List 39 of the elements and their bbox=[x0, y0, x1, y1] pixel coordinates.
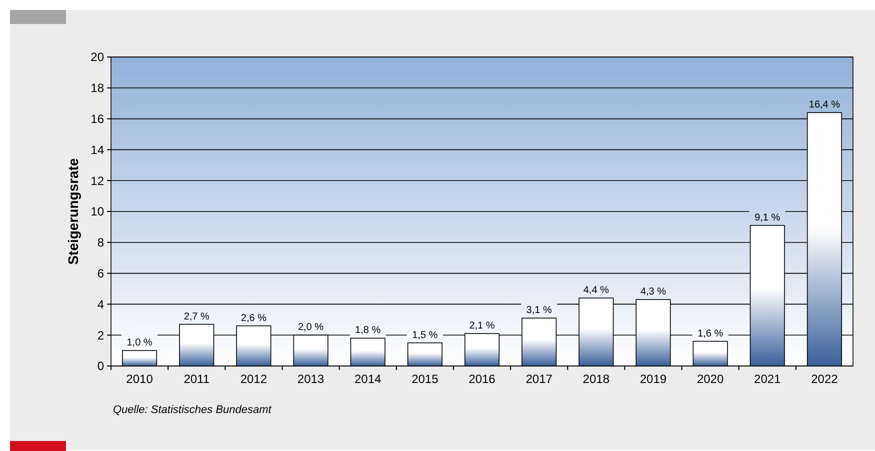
y-tick-label: 8 bbox=[97, 236, 104, 250]
data-label: 2,1 % bbox=[469, 320, 495, 332]
y-tick-label: 14 bbox=[90, 142, 104, 157]
data-label: 1,5 % bbox=[412, 330, 438, 341]
x-tick-label: 2010 bbox=[126, 372, 154, 386]
data-label: 1,0 % bbox=[126, 338, 152, 349]
x-tick-label: 2013 bbox=[297, 372, 324, 386]
data-label: 9,1 % bbox=[754, 212, 780, 224]
x-tick-label: 2014 bbox=[354, 372, 382, 386]
data-label: 1,6 % bbox=[698, 328, 724, 340]
data-label: 3,1 % bbox=[526, 305, 552, 316]
data-label: 16,4 % bbox=[808, 100, 840, 111]
data-label: 1,8 % bbox=[355, 325, 381, 336]
data-label: 2,6 % bbox=[240, 312, 267, 324]
y-tick-label: 6 bbox=[97, 266, 104, 280]
x-tick-label: 2017 bbox=[526, 372, 553, 386]
x-tick-label: 2011 bbox=[184, 372, 210, 386]
y-tick-label: 4 bbox=[97, 297, 104, 312]
y-tick-label: 12 bbox=[90, 174, 104, 188]
y-tick-label: 2 bbox=[97, 328, 104, 342]
x-tick-label: 2020 bbox=[696, 372, 724, 386]
x-tick-label: 2012 bbox=[240, 372, 268, 386]
source-note: Quelle: Statistisches Bundesamt bbox=[113, 404, 272, 416]
data-label: 2,7 % bbox=[184, 311, 210, 322]
data-label: 2,0 % bbox=[298, 322, 324, 334]
x-tick-label: 2016 bbox=[468, 372, 496, 386]
y-tick-label: 20 bbox=[90, 50, 104, 64]
data-label: 4,4 % bbox=[583, 285, 610, 296]
y-tick-label: 10 bbox=[90, 204, 104, 219]
x-tick-label: 2015 bbox=[412, 372, 439, 386]
x-tick-label: 2022 bbox=[811, 372, 838, 386]
y-axis-title: Steigerungsrate bbox=[65, 158, 81, 265]
y-tick-label: 18 bbox=[90, 81, 104, 96]
data-label: 4,3 % bbox=[640, 286, 666, 298]
x-tick-label: 2019 bbox=[640, 372, 667, 386]
y-tick-label: 0 bbox=[97, 359, 104, 374]
x-tick-label: 2021 bbox=[754, 372, 782, 386]
x-tick-label: 2018 bbox=[582, 372, 610, 386]
y-tick-label: 16 bbox=[90, 112, 104, 126]
